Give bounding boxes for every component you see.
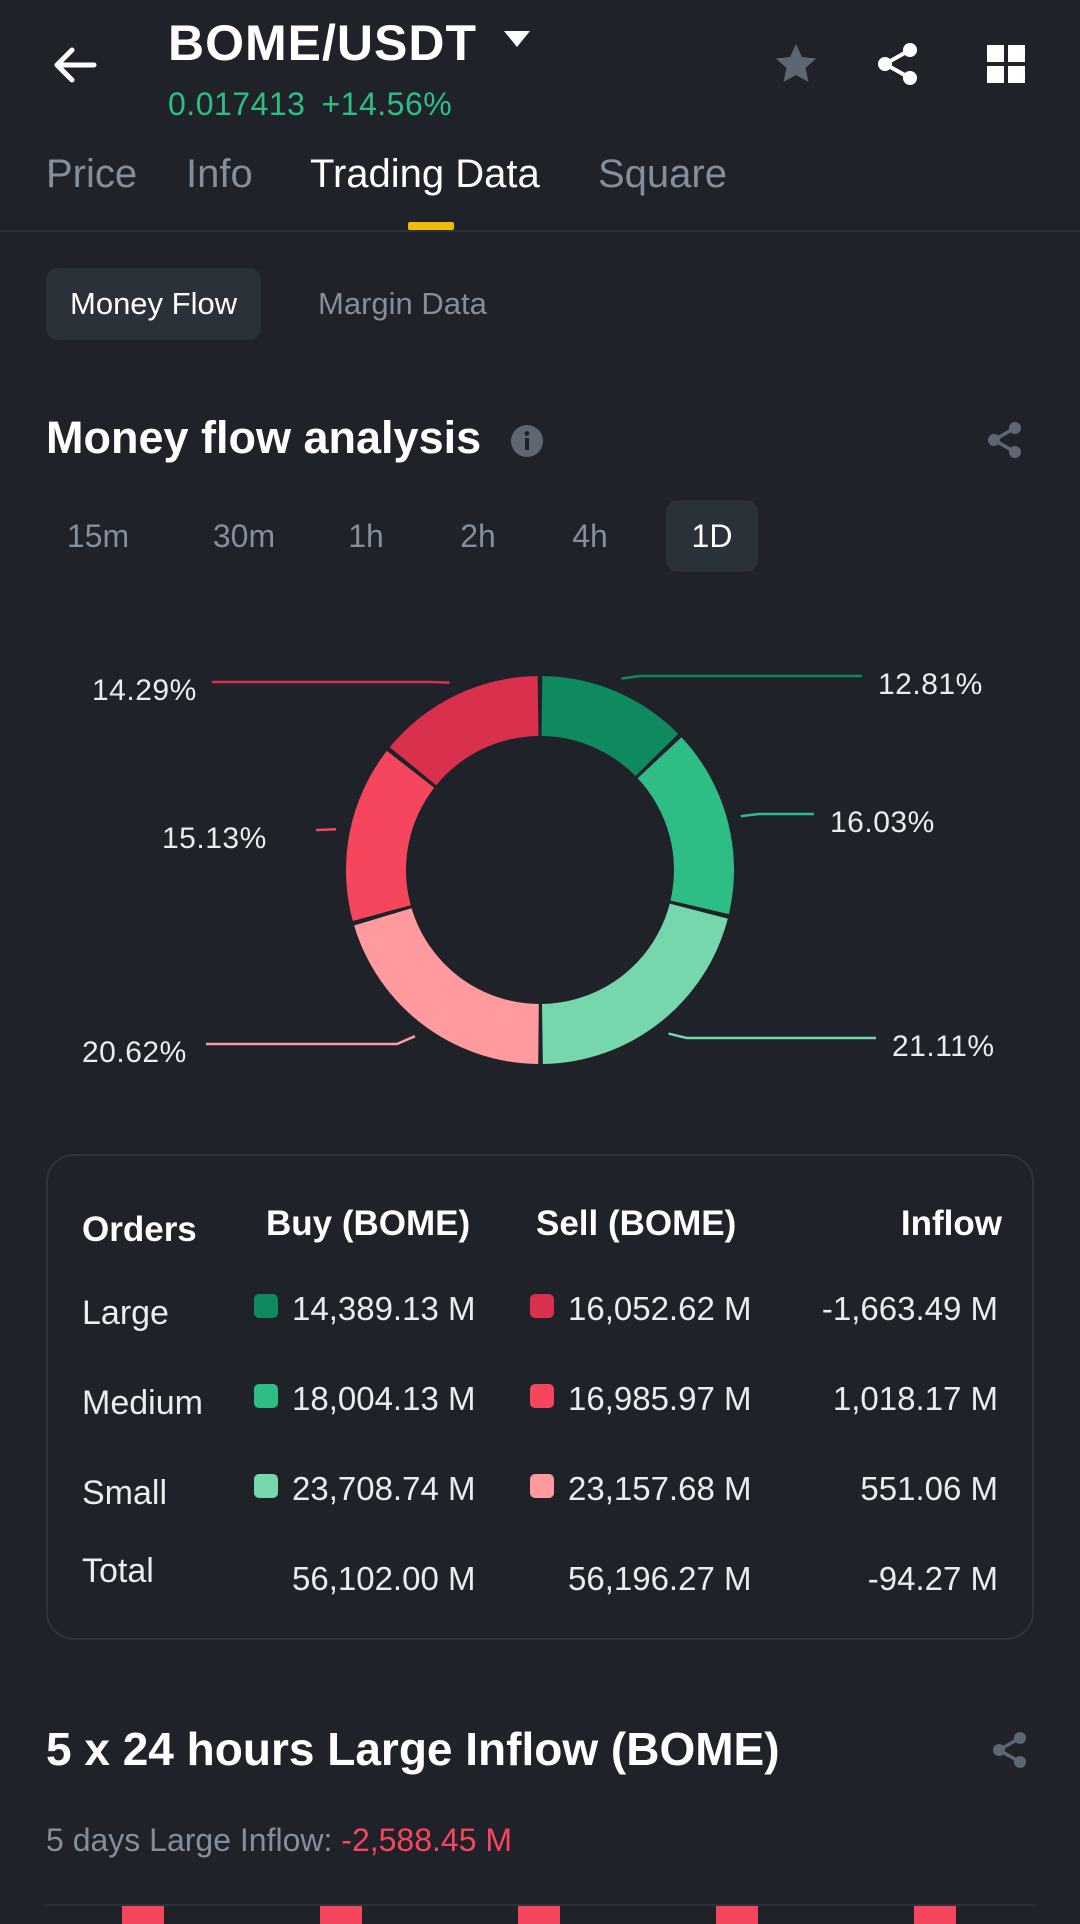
- total-sell-cell: 56,196.27 M: [568, 1560, 752, 1597]
- back-arrow-icon[interactable]: [48, 38, 102, 92]
- inflow-bar: [320, 1906, 362, 1924]
- row-label-small: Small: [82, 1474, 168, 1512]
- inflow-bar: [914, 1906, 956, 1924]
- header-buy: Buy (BOME): [266, 1204, 471, 1243]
- period-1h[interactable]: 1h: [348, 518, 384, 554]
- tab-trading-data[interactable]: Trading Data: [310, 152, 540, 196]
- money-flow-title: Money flow analysis: [46, 412, 482, 463]
- large-buy-cell: 14,389.13 M: [254, 1290, 475, 1328]
- small-sell-cell: 23,157.68 M: [530, 1470, 751, 1508]
- medium-sell-swatch: [530, 1384, 554, 1408]
- inflow-bar: [122, 1906, 164, 1924]
- grid-icon: [987, 45, 1025, 83]
- five-day-large-inflow: 5 days Large Inflow: -2,588.45 M: [46, 1822, 512, 1859]
- donut-slice-medium-sell: [345, 750, 435, 921]
- price-line: 0.017413 +14.56%: [168, 86, 452, 123]
- large-inflow-cell: -1,663.49 M: [821, 1290, 998, 1327]
- slice-label-small-sell: 20.62%: [82, 1036, 187, 1069]
- leader-line-small-sell: [206, 1035, 416, 1046]
- subtab-money-flow[interactable]: Money Flow: [46, 268, 262, 340]
- medium-sell-cell: 16,985.97 M: [530, 1380, 751, 1418]
- tab-info[interactable]: Info: [186, 152, 253, 196]
- slice-label-small-buy: 21.11%: [892, 1030, 995, 1063]
- large-sell-cell: 16,052.62 M: [530, 1290, 751, 1328]
- star-icon: [776, 44, 816, 82]
- small-sell-swatch: [530, 1474, 554, 1498]
- five-day-label: 5 days Large Inflow:: [46, 1822, 333, 1858]
- small-buy-cell: 23,708.74 M: [254, 1470, 475, 1508]
- slice-label-medium-buy: 16.03%: [830, 806, 935, 839]
- medium-buy-cell: 18,004.13 M: [254, 1380, 475, 1418]
- total-inflow-cell: -94.27 M: [867, 1560, 998, 1597]
- last-price: 0.017413: [168, 86, 306, 122]
- period-15m[interactable]: 15m: [66, 518, 130, 554]
- large-inflow-bar-chart: [46, 1904, 1034, 1924]
- price-change: +14.56%: [321, 86, 453, 122]
- caret-down-icon[interactable]: [502, 28, 532, 50]
- medium-inflow-cell: 1,018.17 M: [832, 1380, 998, 1417]
- donut-slice-medium-buy: [637, 737, 734, 915]
- info-icon[interactable]: [510, 424, 544, 458]
- active-tab-indicator: [408, 222, 454, 230]
- leader-line-small-buy: [668, 1032, 876, 1040]
- donut-slice-small-sell: [354, 908, 539, 1064]
- top-header: BOME/USDT 0.017413 +14.56%: [0, 0, 1080, 130]
- medium-buy-swatch: [254, 1384, 278, 1408]
- header-orders: Orders: [82, 1210, 197, 1249]
- small-buy-swatch: [254, 1474, 278, 1498]
- share-icon: [878, 43, 917, 85]
- leader-line-large-buy: [621, 674, 862, 680]
- slice-label-medium-sell: 15.13%: [162, 822, 267, 855]
- subtab-margin-data[interactable]: Margin Data: [318, 286, 487, 321]
- inflow-bar: [716, 1906, 758, 1924]
- slice-label-large-buy: 12.81%: [878, 668, 983, 701]
- tab-square[interactable]: Square: [598, 152, 727, 196]
- money-flow-donut-chart: 12.81% 16.03% 21.11% 20.62% 15.13% 14.29…: [0, 640, 1080, 1100]
- period-1d[interactable]: 1D: [666, 500, 758, 572]
- five-day-value: -2,588.45 M: [341, 1822, 513, 1858]
- header-sell: Sell (BOME): [536, 1204, 737, 1243]
- period-2h[interactable]: 2h: [460, 518, 496, 554]
- tab-price[interactable]: Price: [46, 152, 138, 196]
- donut-slice-small-buy: [541, 903, 728, 1064]
- period-4h[interactable]: 4h: [572, 518, 608, 554]
- inflow-bar: [518, 1906, 560, 1924]
- leader-line-medium-sell: [316, 827, 337, 832]
- trading-pair-title[interactable]: BOME/USDT: [168, 15, 477, 71]
- row-label-large: Large: [82, 1294, 169, 1332]
- small-inflow-cell: 551.06 M: [860, 1470, 998, 1507]
- leader-line-medium-buy: [740, 812, 814, 818]
- grid-menu-button[interactable]: [978, 36, 1034, 92]
- row-label-medium: Medium: [82, 1384, 203, 1422]
- slice-label-large-sell: 14.29%: [92, 674, 197, 707]
- large-inflow-share-icon[interactable]: [990, 1730, 1030, 1770]
- row-label-total: Total: [82, 1552, 154, 1590]
- total-buy-cell: 56,102.00 M: [292, 1560, 476, 1597]
- leader-line-large-sell: [212, 680, 450, 684]
- donut-slice-large-buy: [541, 676, 679, 776]
- donut-svg: [206, 674, 876, 1064]
- large-sell-swatch: [530, 1294, 554, 1318]
- main-tabs: Price Info Trading Data Square: [0, 140, 1080, 232]
- favorite-button[interactable]: [768, 36, 824, 92]
- period-30m[interactable]: 30m: [212, 518, 276, 554]
- money-flow-share-icon[interactable]: [985, 420, 1025, 460]
- large-inflow-title: 5 x 24 hours Large Inflow (BOME): [46, 1723, 780, 1775]
- donut-slice-large-sell: [389, 676, 539, 786]
- large-buy-swatch: [254, 1294, 278, 1318]
- share-button[interactable]: [870, 36, 926, 92]
- orders-table: Orders Buy (BOME) Sell (BOME) Inflow Lar…: [46, 1154, 1034, 1640]
- header-inflow: Inflow: [900, 1204, 1002, 1243]
